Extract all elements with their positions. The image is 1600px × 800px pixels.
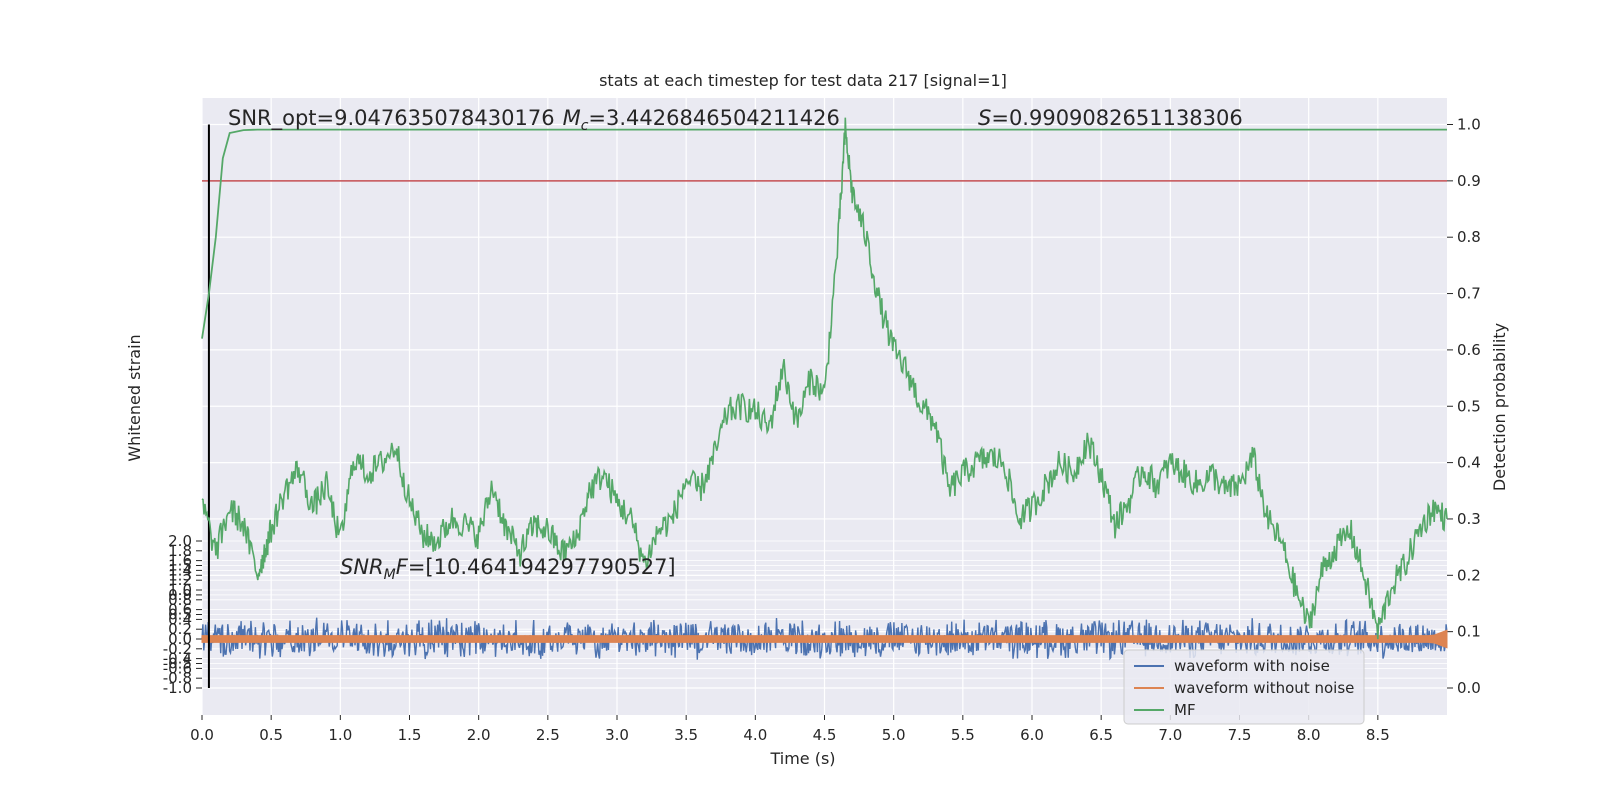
left-tick-label: 0.9 <box>168 586 192 604</box>
x-tick-label: 2.0 <box>467 726 491 744</box>
x-tick-label: 7.5 <box>1228 726 1252 744</box>
left-tick-label: 1.4 <box>168 561 192 579</box>
mc-value: =3.4426846504211426 <box>588 106 839 130</box>
left-tick-label: -0.6 <box>163 659 192 677</box>
snr-mf-subscript: M <box>384 567 396 583</box>
x-tick-label: 2.5 <box>536 726 560 744</box>
right-tick-label: 0.5 <box>1457 397 1481 415</box>
left-tick-label: 1.0 <box>168 581 192 599</box>
right-tick-label: 0.6 <box>1457 341 1481 359</box>
s-symbol: S <box>978 106 991 130</box>
snr-mf-f: F <box>396 555 409 579</box>
right-tick-label: 0.2 <box>1457 566 1481 584</box>
x-tick-label: 7.0 <box>1158 726 1182 744</box>
right-tick-label: 0.9 <box>1457 172 1481 190</box>
right-tick-label: 0.7 <box>1457 285 1481 303</box>
left-tick-label: -1.0 <box>163 679 192 697</box>
left-tick-label: -0.2 <box>163 640 192 658</box>
mc-subscript: c <box>581 118 589 134</box>
s-annotation: S=0.9909082651138306 <box>978 106 1243 130</box>
x-tick-label: 8.5 <box>1366 726 1390 744</box>
x-tick-label: 5.5 <box>951 726 975 744</box>
left-tick-label: 1.6 <box>168 552 192 570</box>
x-tick-label: 0.5 <box>259 726 283 744</box>
left-tick-label: -0.5 <box>163 655 192 673</box>
left-tick-label: 2.0 <box>168 532 192 550</box>
x-tick-label: 3.0 <box>605 726 629 744</box>
right-axis-ticks: 0.0 0.1 0.2 0.3 0.4 0.5 0.6 0.7 0.8 0.9 1.0 <box>1447 116 1481 697</box>
snr-opt-text: SNR_opt=9.047635078430176 <box>228 106 555 131</box>
snr-mf-annotation: SNRMF=[10.464194297790527] <box>340 555 676 583</box>
right-tick-label: 0.4 <box>1457 454 1481 472</box>
left-tick-label: 0.8 <box>168 591 192 609</box>
series-mf-cumulative <box>201 128 1447 339</box>
legend-label: MF <box>1174 701 1196 719</box>
x-tick-label: 4.5 <box>813 726 837 744</box>
legend-box <box>1123 649 1365 725</box>
mc-symbol: M <box>563 106 581 130</box>
left-tick-label: 1.3 <box>168 566 192 584</box>
legend-label: waveform without noise <box>1174 679 1354 697</box>
series-waveform-without-noise <box>201 629 1448 649</box>
left-tick-label: 0.2 <box>168 620 192 638</box>
series-mf-probability <box>201 117 1448 640</box>
x-tick-label: 1.0 <box>328 726 352 744</box>
left-tick-label: 0.0 <box>168 630 192 648</box>
left-tick-label: 0.5 <box>168 606 192 624</box>
x-tick-label: 1.5 <box>398 726 422 744</box>
x-tick-label: 8.0 <box>1297 726 1321 744</box>
left-tick-label: 0.4 <box>168 610 192 628</box>
right-tick-label: 0.0 <box>1457 679 1481 697</box>
s-value: =0.9909082651138306 <box>991 106 1242 130</box>
left-axis-label: Whitened strain <box>125 334 144 461</box>
chart-title: stats at each timestep for test data 217… <box>599 71 1007 90</box>
x-tick-label: 6.5 <box>1089 726 1113 744</box>
x-tick-label: 0.0 <box>190 726 214 744</box>
right-tick-label: 0.3 <box>1457 510 1481 528</box>
left-axis-ticks: 2.01.81.61.51.41.31.21.00.90.80.60.50.40… <box>163 532 202 697</box>
right-axis-label: Detection probability <box>1490 323 1509 491</box>
x-tick-label: 5.0 <box>882 726 906 744</box>
legend-label: waveform with noise <box>1174 657 1330 675</box>
series-waveform-with-noise <box>201 617 1448 661</box>
left-tick-label: 1.8 <box>168 542 192 560</box>
left-tick-label: 1.5 <box>168 557 192 575</box>
snr-opt-annotation: SNR_opt=9.047635078430176 Mc=3.4426846504… <box>228 106 840 134</box>
left-tick-label: -0.8 <box>163 669 192 687</box>
right-tick-label: 0.8 <box>1457 228 1481 246</box>
x-tick-label: 3.5 <box>674 726 698 744</box>
snr-mf-value: =[10.464194297790527] <box>408 555 676 579</box>
x-axis-ticks: 0.0 0.5 1.0 1.5 2.0 2.5 3.0 3.5 4.0 4.5 5.0 5.5 6.0 6… <box>190 715 1390 744</box>
x-axis-label: Time (s) <box>769 749 835 768</box>
right-tick-label: 0.1 <box>1457 623 1481 641</box>
x-tick-label: 6.0 <box>1020 726 1044 744</box>
left-tick-label: 1.2 <box>168 571 192 589</box>
right-tick-label: 1.0 <box>1457 116 1481 134</box>
snr-mf-symbol: SNR <box>340 555 384 579</box>
left-tick-label: 0.6 <box>168 601 192 619</box>
series-layer <box>201 117 1448 688</box>
legend: waveform with noise waveform without nois… <box>1123 649 1365 725</box>
x-tick-label: 4.0 <box>743 726 767 744</box>
left-tick-label: -0.4 <box>163 650 192 668</box>
